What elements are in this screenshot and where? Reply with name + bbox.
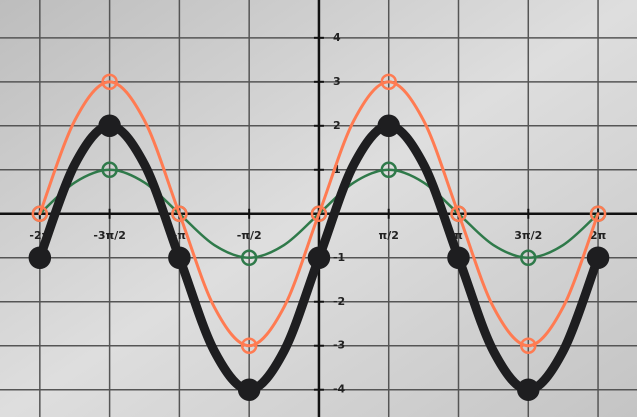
point (518, 380, 538, 400)
y-tick-label: -3 (333, 339, 345, 352)
point (448, 248, 468, 268)
page: -4-3-2-11234-2π-3π/2-π-π/2π/2π3π/22π (()… (0, 0, 637, 417)
x-tick-label: -3π/2 (93, 229, 126, 242)
chart: -4-3-2-11234-2π-3π/2-π-π/2π/2π3π/22π (0, 0, 637, 417)
y-tick-label: 2 (333, 119, 341, 132)
point (379, 116, 399, 136)
x-tick-label: 3π/2 (514, 229, 542, 242)
x-tick-label: -π/2 (237, 229, 262, 242)
point (169, 248, 189, 268)
y-tick-label: -4 (333, 383, 346, 396)
point (30, 248, 50, 268)
y-tick-label: -1 (333, 251, 345, 264)
point (239, 380, 259, 400)
point (588, 248, 608, 268)
y-tick-label: 3 (333, 75, 341, 88)
point (309, 248, 329, 268)
y-tick-label: 4 (333, 31, 341, 44)
x-tick-label: π/2 (379, 229, 399, 242)
y-tick-label: -2 (333, 295, 345, 308)
point (100, 116, 120, 136)
